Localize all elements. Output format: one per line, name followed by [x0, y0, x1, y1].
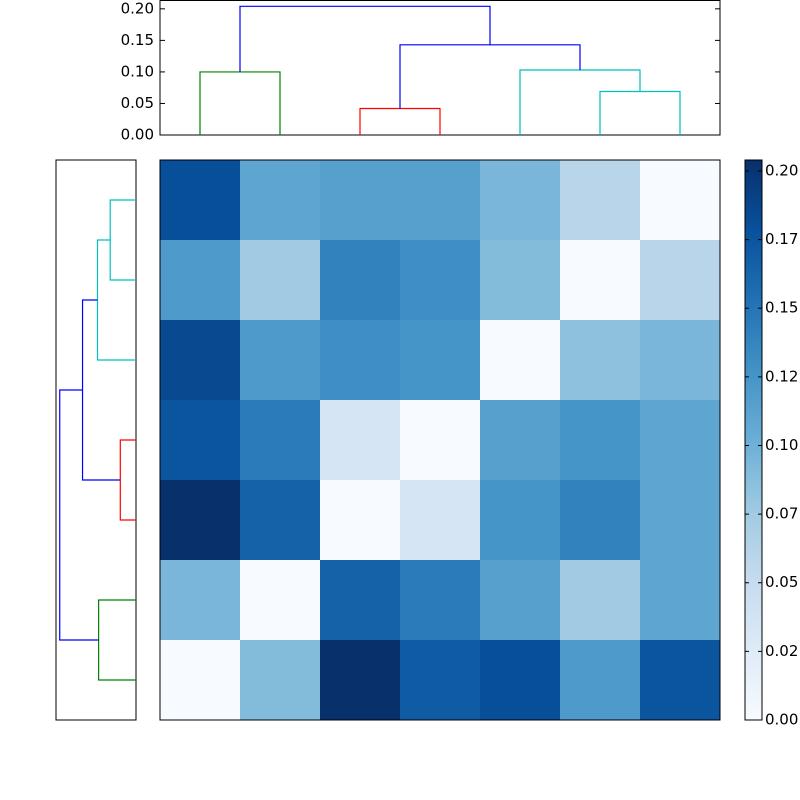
dendrogram-link: [399, 44, 581, 109]
dendrogram-link: [359, 107, 441, 135]
dendrogram-link: [96, 239, 136, 361]
heatmap-cell: [640, 240, 721, 321]
heatmap-cell: [640, 640, 721, 721]
heatmap-cell: [480, 640, 561, 721]
colorbar: [744, 159, 763, 721]
heatmap-cell: [640, 160, 721, 241]
heatmap-cell: [240, 320, 321, 401]
heatmap-cell: [560, 400, 641, 481]
heatmap-cell: [160, 640, 241, 721]
heatmap-cell: [640, 400, 721, 481]
heatmap-cell: [400, 560, 481, 641]
heatmap-cell: [240, 560, 321, 641]
heatmap-cell: [400, 160, 481, 241]
colorbar-tick-label: 0.02: [765, 642, 798, 660]
heatmap-cell: [480, 160, 561, 241]
colorbar-tick-label: 0.20: [765, 161, 798, 179]
heatmap-cell: [320, 560, 401, 641]
heatmap-cell: [560, 160, 641, 241]
dendrogram-link: [98, 599, 136, 681]
heatmap-cell: [320, 160, 401, 241]
heatmap-cell: [480, 400, 561, 481]
dendrogram-link: [109, 199, 136, 281]
heatmap-cell: [160, 320, 241, 401]
heatmap-cell: [240, 640, 321, 721]
heatmap-cell: [240, 480, 321, 561]
colorbar-tick-label: 0.10: [765, 436, 798, 454]
y-tick-label: 0.15: [121, 31, 154, 49]
heatmap-cell: [640, 560, 721, 641]
dendrogram-link: [239, 5, 491, 72]
heatmap-cell: [640, 320, 721, 401]
heatmap-cell: [160, 560, 241, 641]
heatmap-cell: [640, 480, 721, 561]
dendrogram-link: [599, 90, 681, 135]
dendrogram-link: [59, 389, 99, 641]
heatmap-cell: [240, 400, 321, 481]
dendrogram-link: [119, 439, 136, 521]
heatmap-cell: [480, 240, 561, 321]
heatmap-cell: [160, 240, 241, 321]
heatmap-cell: [240, 160, 321, 241]
y-tick-label: 0.05: [121, 94, 154, 112]
heatmap-cell: [160, 160, 241, 241]
heatmap-cell: [160, 480, 241, 561]
colorbar-tick-label: 0.07: [765, 505, 798, 523]
dendrogram-link: [81, 299, 121, 481]
heatmap-cell: [480, 320, 561, 401]
heatmap-cell: [320, 640, 401, 721]
axes-frame: [159, 159, 721, 721]
heatmap-cell: [400, 240, 481, 321]
heatmap-cell: [400, 320, 481, 401]
heatmap-cell: [480, 480, 561, 561]
heatmap-cell: [560, 560, 641, 641]
colorbar-tick-label: 0.12: [765, 367, 798, 385]
heatmap-cell: [400, 640, 481, 721]
heatmap-cell: [560, 320, 641, 401]
colorbar-tick-label: 0.15: [765, 299, 798, 317]
heatmap-cell: [560, 640, 641, 721]
heatmap-cell: [400, 480, 481, 561]
heatmap-cell: [480, 560, 561, 641]
heatmap-cell: [560, 480, 641, 561]
heatmap-cell: [320, 400, 401, 481]
dendrogram-link: [519, 69, 641, 135]
heatmap-cell: [160, 400, 241, 481]
y-tick-label: 0.10: [121, 62, 154, 80]
colorbar-tick-label: 0.05: [765, 573, 798, 591]
colorbar-tick-label: 0.00: [765, 711, 798, 729]
heatmap-cell: [240, 240, 321, 321]
y-tick-label: 0.00: [121, 126, 154, 144]
heatmap-cell: [320, 480, 401, 561]
colorbar-tick-label: 0.17: [765, 230, 798, 248]
heatmap-cell: [320, 240, 401, 321]
heatmap-cell: [560, 240, 641, 321]
heatmap-cell: [400, 400, 481, 481]
y-tick-label: 0.20: [121, 0, 154, 17]
dendrogram-link: [199, 71, 281, 135]
heatmap-cell: [320, 320, 401, 401]
